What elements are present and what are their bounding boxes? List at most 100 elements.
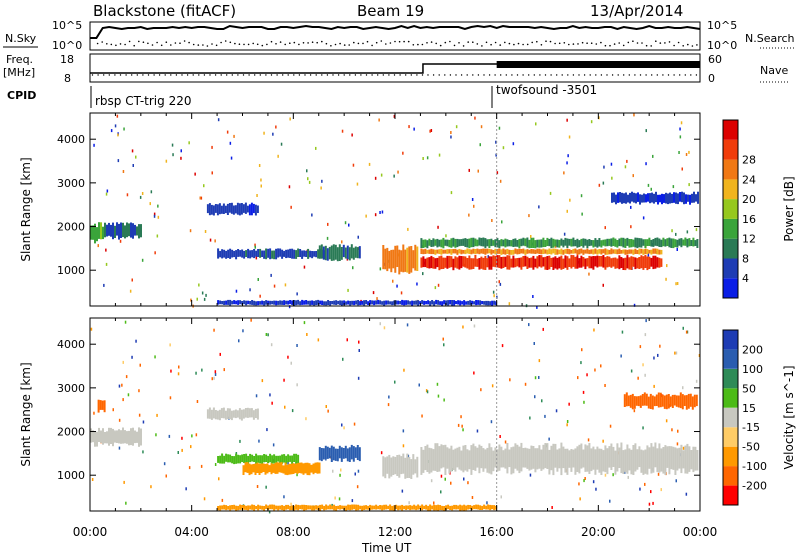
noise-speckle bbox=[344, 221, 347, 225]
echo-cell bbox=[679, 392, 682, 409]
echo-cell bbox=[338, 445, 341, 459]
echo-cell bbox=[510, 250, 513, 255]
echo-cell bbox=[392, 456, 395, 475]
echo-cell bbox=[257, 504, 260, 511]
echo-cell bbox=[638, 446, 641, 468]
nave-point bbox=[544, 74, 547, 76]
echo-cell bbox=[436, 443, 439, 472]
noise-speckle bbox=[695, 228, 698, 232]
echo-cell bbox=[556, 239, 559, 248]
nave-point bbox=[377, 74, 379, 76]
echo-cell bbox=[291, 248, 294, 259]
noise-speckle bbox=[474, 116, 476, 120]
echo-cell bbox=[425, 301, 428, 305]
nsearch-point bbox=[238, 43, 241, 45]
echo-cell bbox=[641, 194, 643, 203]
echo-cell bbox=[394, 245, 397, 273]
echo-cell bbox=[318, 462, 321, 474]
noise-speckle bbox=[135, 155, 137, 159]
echo-cell bbox=[629, 394, 632, 408]
colorbar-swatch bbox=[723, 466, 738, 486]
echo-cell bbox=[679, 192, 681, 202]
echo-cell bbox=[436, 249, 439, 254]
echo-cell bbox=[692, 446, 695, 473]
noise-speckle bbox=[569, 198, 571, 202]
nave-point bbox=[399, 74, 401, 76]
echo-cell bbox=[239, 250, 242, 257]
noise-speckle bbox=[633, 303, 636, 307]
echo-cell bbox=[450, 256, 453, 268]
echo-cell bbox=[351, 300, 354, 305]
colorbar-label: Power [dB] bbox=[782, 176, 796, 241]
echo-cell bbox=[580, 255, 583, 268]
echo-cell bbox=[442, 249, 445, 254]
nsearch-point bbox=[202, 44, 204, 46]
echo-cell bbox=[492, 450, 495, 472]
nave-point bbox=[578, 74, 580, 76]
noise-speckle bbox=[677, 429, 679, 433]
echo-cell bbox=[596, 239, 599, 248]
nsearch-point bbox=[119, 43, 122, 45]
echo-cell bbox=[504, 238, 507, 248]
noise-speckle bbox=[358, 349, 360, 352]
echo-cell bbox=[445, 505, 448, 511]
echo-cell bbox=[624, 257, 627, 271]
noise-speckle bbox=[600, 364, 602, 368]
noise-speckle bbox=[287, 461, 289, 465]
echo-cell bbox=[518, 248, 521, 255]
echo-cell bbox=[560, 442, 563, 476]
echo-cell bbox=[273, 300, 276, 305]
echo-cell bbox=[534, 258, 537, 268]
echo-cell bbox=[132, 427, 134, 446]
echo-cell bbox=[465, 505, 468, 511]
noise-speckle bbox=[498, 126, 501, 130]
echo-cell bbox=[321, 504, 324, 510]
noise-speckle bbox=[332, 469, 334, 473]
echo-cell bbox=[642, 249, 645, 255]
echo-cell bbox=[681, 191, 683, 203]
y-tick-label: 4000 bbox=[57, 133, 85, 146]
cpid-segment-1: rbsp CT-trig 220 bbox=[95, 94, 191, 108]
noise-speckle bbox=[450, 191, 453, 195]
echo-cell bbox=[464, 445, 467, 471]
echo-cell bbox=[649, 393, 652, 409]
echo-cell bbox=[691, 193, 693, 203]
nave-point bbox=[119, 74, 122, 76]
echo-cell bbox=[361, 300, 364, 305]
noise-speckle bbox=[200, 196, 203, 200]
noise-speckle bbox=[265, 333, 268, 336]
noise-speckle bbox=[290, 205, 292, 209]
echo-cell bbox=[309, 505, 312, 510]
echo-cell bbox=[241, 505, 244, 510]
nsearch-point bbox=[627, 41, 630, 44]
echo-cell bbox=[472, 237, 475, 248]
echo-cell bbox=[381, 301, 384, 305]
noise-speckle bbox=[473, 324, 476, 328]
echo-cell bbox=[244, 462, 247, 473]
noise-speckle bbox=[277, 154, 279, 158]
noise-speckle bbox=[177, 451, 179, 454]
echo-cell bbox=[474, 238, 477, 247]
echo-cell bbox=[284, 462, 287, 475]
echo-cell bbox=[257, 455, 260, 463]
noise-speckle bbox=[665, 277, 667, 281]
nave-point bbox=[315, 74, 317, 76]
echo-cell bbox=[357, 504, 360, 511]
noise-speckle bbox=[530, 235, 532, 238]
nave-point bbox=[662, 74, 664, 76]
echo-cell bbox=[670, 238, 673, 248]
echo-cell bbox=[101, 400, 104, 410]
echo-cell bbox=[554, 256, 557, 269]
nave-point bbox=[209, 74, 211, 76]
echo-region bbox=[242, 462, 321, 476]
nsearch-point bbox=[110, 43, 113, 46]
nave-point bbox=[572, 74, 575, 76]
echo-cell bbox=[514, 443, 517, 469]
echo-cell bbox=[687, 393, 690, 409]
echo-cell bbox=[90, 225, 92, 240]
echo-cell bbox=[420, 257, 423, 268]
noise-speckle bbox=[476, 429, 479, 433]
echo-cell bbox=[690, 450, 693, 470]
echo-cell bbox=[421, 300, 424, 305]
echo-cell bbox=[229, 248, 232, 259]
